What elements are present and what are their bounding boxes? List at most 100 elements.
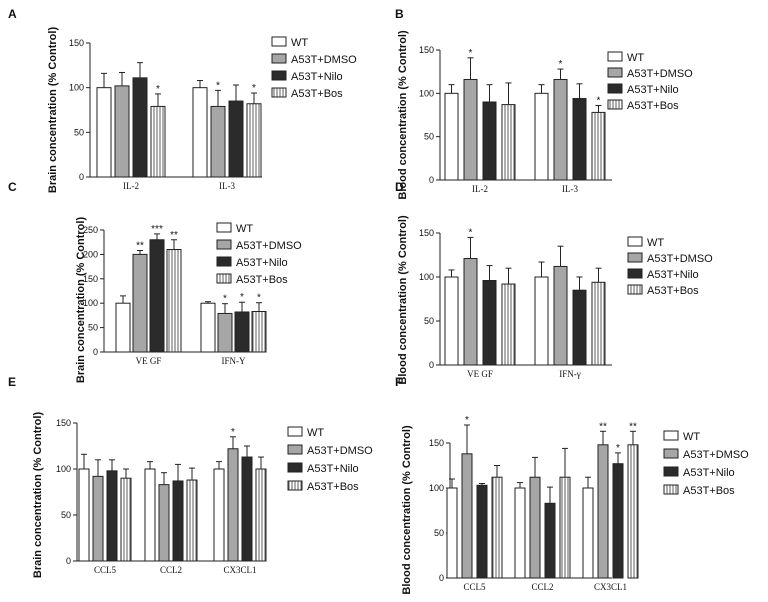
y-tick-label: 50 [88,323,98,333]
bar-dmso [114,85,130,178]
bar-bos [559,476,571,579]
bar-wt [78,468,90,562]
bar-bos [591,281,606,366]
legend-swatch-bos [663,484,679,495]
legend-swatch-bos [271,87,287,98]
bar-nilo [106,470,118,562]
legend-swatch-dmso [216,239,232,250]
x-tick-label: VE GF [467,369,493,379]
bar-wt [444,92,459,181]
y-tick-label: 100 [69,83,84,93]
y-tick-label: 50 [424,132,434,142]
significance-label: * [216,80,220,91]
panel-letter: C [8,180,17,194]
significance-label: * [597,95,601,106]
panel-letter: B [395,7,404,21]
bar-wt [200,302,216,353]
legend-swatch-dmso [607,67,623,78]
bar-dmso [529,476,541,579]
legend-swatch-nilo [287,462,303,473]
significance-label: * [156,84,160,95]
x-tick-label: IFN-Y [222,356,246,366]
legend-label-dmso: A53T+DMSO [291,54,357,66]
bar-wt [514,487,526,579]
y-axis-label: Brain concentration (% Control) [32,412,44,579]
x-tick-label: CCL5 [463,582,486,592]
panel-e: E 0 50 100 150 Brain concentration (% Control… [8,375,373,578]
legend-swatch-dmso [287,444,303,455]
y-tick-label: 100 [83,298,98,308]
y-tick-label: 50 [61,510,71,520]
y-axis-label: Brain concentration (% Control) [47,27,59,194]
bar-nilo [612,463,624,579]
legend-swatch-bos [627,284,643,295]
legend-swatch-wt [287,426,303,437]
x-tick-label: IL-2 [123,181,139,191]
y-tick-label: 0 [66,556,71,566]
panel-f: F 0 50 100 150 Blood concentration (% Control… [395,375,749,595]
y-tick-label: 100 [419,88,434,98]
bar-nilo [482,101,497,181]
panel-a: A 0 50 100 150 Brain concentration (% Control… [8,7,357,193]
significance-label: * [252,83,256,94]
y-tick-label: 50 [434,528,444,538]
legend-label-nilo: A53T+Nilo [291,71,343,83]
legend-label-dmso: A53T+DMSO [236,240,302,252]
significance-label: ** [170,230,178,241]
significance-label: * [465,415,469,426]
legend-label-wt: WT [627,52,644,64]
y-tick-label: 0 [93,347,98,357]
y-tick-label: 250 [83,225,98,235]
legend-label-wt: WT [236,223,253,235]
x-tick-label: IFN-γ [559,369,580,379]
bar-dmso [158,484,170,562]
legend-swatch-bos [216,273,232,284]
legend-label-dmso: A53T+DMSO [307,445,373,457]
legend-swatch-wt [271,36,287,47]
significance-label: * [559,59,563,70]
bar-nilo [228,100,244,178]
legend-label-nilo: A53T+Nilo [627,84,679,96]
y-tick-label: 150 [419,45,434,55]
bar-nilo [476,484,488,579]
bar-nilo [544,502,556,579]
bar-nilo [234,311,250,353]
y-tick-label: 100 [419,272,434,282]
y-tick-label: 0 [79,172,84,182]
bar-wt [213,468,225,562]
x-tick-label: CCL2 [531,582,553,592]
x-tick-label: IL-3 [219,181,235,191]
significance-label: * [469,48,473,59]
y-axis-label: Blood concentration (% Control) [397,30,409,200]
y-tick-label: 0 [429,360,434,370]
bar-dmso [217,312,233,353]
y-axis-label: Blood concentration (% Control) [401,425,413,595]
bar-dmso [553,78,568,181]
legend-label-wt: WT [291,37,308,49]
bar-bos [166,249,182,353]
y-tick-label: 150 [83,274,98,284]
bar-dmso [210,105,226,178]
legend-label-wt: WT [647,237,664,249]
y-tick-label: 100 [56,464,71,474]
y-tick-label: 50 [74,127,84,137]
bar-nilo [241,456,253,562]
bar-wt [446,487,458,579]
bar-dmso [132,253,148,353]
panel-letter: A [8,7,17,21]
x-tick-label: CX3CL1 [594,582,627,592]
legend-swatch-wt [607,51,623,62]
bar-bos [591,111,606,181]
bar-bos [501,283,516,366]
bar-wt [192,87,208,178]
bar-bos [491,476,503,579]
legend-swatch-nilo [663,466,679,477]
significance-label: ** [599,421,607,432]
panel-b: B 0 50 100 150 Blood concentration (% Control… [395,7,693,200]
bar-dmso [463,258,478,366]
legend-swatch-wt [627,236,643,247]
legend-label-bos: A53T+Bos [627,100,679,112]
bar-bos [186,479,198,562]
